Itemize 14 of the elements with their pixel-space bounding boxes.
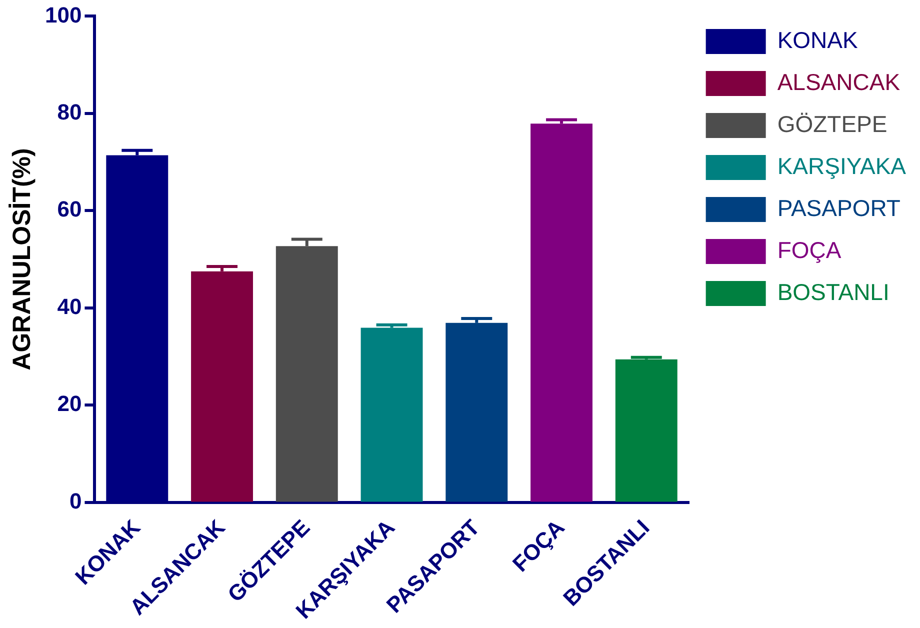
- legend-label: PASAPORT: [777, 194, 900, 221]
- y-tick-label: 20: [57, 391, 82, 416]
- legend-label: ALSANCAK: [777, 68, 901, 95]
- legend-label: FOÇA: [777, 236, 842, 263]
- legend-label: KARŞIYAKA: [777, 152, 907, 179]
- y-tick-label: 80: [57, 99, 82, 124]
- y-tick-label: 100: [44, 2, 82, 28]
- y-tick-label: 60: [57, 196, 82, 222]
- legend-label: BOSTANLI: [777, 278, 890, 305]
- legend-label: GÖZTEPE: [777, 110, 888, 137]
- y-tick-label: 40: [57, 294, 82, 319]
- legend-label: KONAK: [777, 26, 859, 53]
- y-tick-label: 0: [69, 488, 82, 514]
- y-axis-title: AGRANULOSİT(%): [8, 148, 36, 370]
